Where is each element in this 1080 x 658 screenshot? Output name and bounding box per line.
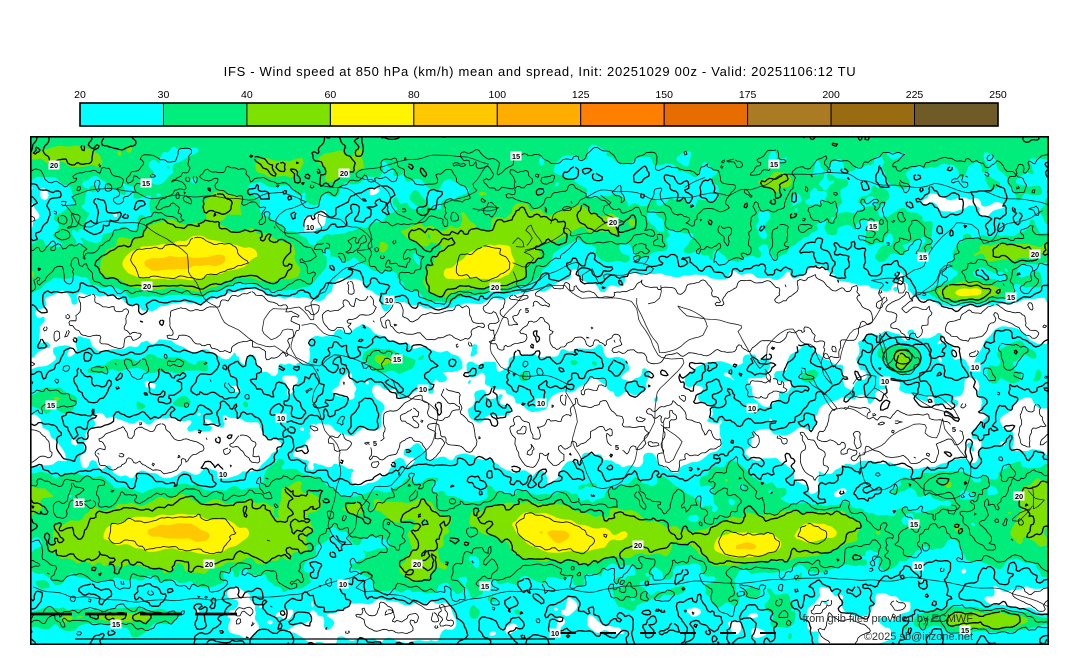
svg-text:200: 200 — [822, 89, 840, 101]
svg-text:40: 40 — [241, 89, 253, 101]
svg-text:5: 5 — [615, 443, 619, 452]
svg-text:20: 20 — [634, 541, 642, 550]
svg-text:15: 15 — [770, 160, 778, 169]
svg-text:20: 20 — [74, 89, 86, 101]
svg-text:15: 15 — [512, 152, 520, 161]
svg-text:20: 20 — [50, 161, 58, 170]
svg-text:15: 15 — [75, 499, 83, 508]
svg-text:80: 80 — [408, 89, 420, 101]
svg-text:10: 10 — [914, 562, 922, 571]
svg-text:10: 10 — [971, 363, 979, 372]
svg-text:15: 15 — [910, 520, 918, 529]
svg-text:20: 20 — [1015, 492, 1023, 501]
svg-text:10: 10 — [339, 580, 347, 589]
svg-text:15: 15 — [961, 626, 969, 635]
svg-text:30: 30 — [158, 89, 170, 101]
svg-text:20: 20 — [143, 282, 151, 291]
svg-text:10: 10 — [306, 223, 314, 232]
svg-text:10: 10 — [219, 470, 227, 479]
svg-text:250: 250 — [989, 89, 1007, 101]
svg-text:20: 20 — [205, 560, 213, 569]
svg-text:10: 10 — [419, 385, 427, 394]
svg-text:15: 15 — [142, 179, 150, 188]
svg-text:150: 150 — [655, 89, 673, 101]
svg-text:20: 20 — [491, 283, 499, 292]
svg-text:10: 10 — [385, 296, 393, 305]
svg-text:5: 5 — [525, 306, 529, 315]
svg-text:5: 5 — [952, 425, 956, 434]
svg-text:225: 225 — [906, 89, 924, 101]
svg-text:15: 15 — [1007, 293, 1015, 302]
svg-text:15: 15 — [869, 222, 877, 231]
svg-text:15: 15 — [481, 582, 489, 591]
svg-text:©2025 sb@irizone.net: ©2025 sb@irizone.net — [864, 631, 973, 643]
svg-text:15: 15 — [919, 253, 927, 262]
svg-text:15: 15 — [112, 620, 120, 629]
svg-text:15: 15 — [393, 355, 401, 364]
svg-text:20: 20 — [1031, 250, 1039, 259]
svg-text:100: 100 — [489, 89, 507, 101]
svg-text:from grib files provided by EC: from grib files provided by ECMWF — [802, 613, 973, 625]
svg-text:10: 10 — [277, 414, 285, 423]
svg-text:15: 15 — [47, 401, 55, 410]
svg-text:125: 125 — [572, 89, 590, 101]
svg-text:20: 20 — [609, 218, 617, 227]
svg-text:20: 20 — [413, 560, 421, 569]
svg-text:10: 10 — [551, 629, 559, 638]
svg-text:10: 10 — [748, 404, 756, 413]
svg-text:20: 20 — [340, 169, 348, 178]
svg-text:10: 10 — [537, 399, 545, 408]
svg-text:175: 175 — [739, 89, 757, 101]
svg-text:5: 5 — [373, 439, 377, 448]
svg-text:60: 60 — [325, 89, 337, 101]
svg-text:10: 10 — [881, 377, 889, 386]
